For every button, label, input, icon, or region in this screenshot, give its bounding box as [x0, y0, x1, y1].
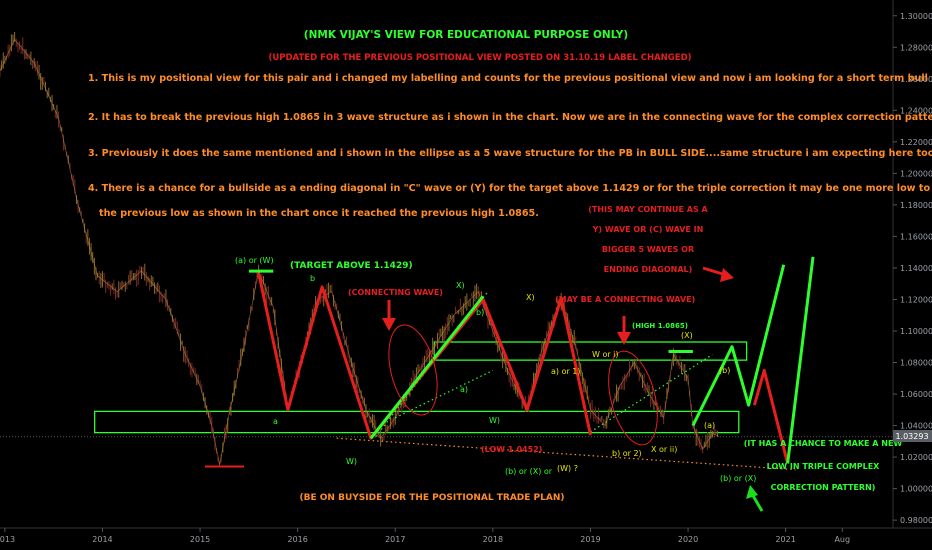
x-tick-label: 2020 — [678, 535, 698, 544]
wave-b-or-2: b) or 2) — [612, 449, 642, 458]
y-tick-label: 1.16000 — [900, 232, 932, 241]
new-low-line-2: LOW IN TRIPLE COMPLEX — [767, 462, 881, 471]
y-tick-label: 1.18000 — [900, 201, 932, 210]
price-line — [0, 38, 720, 466]
note-4: 4. There is a chance for a bullside as a… — [88, 183, 932, 194]
continue-line-2: Y) WAVE OR (C) WAVE IN — [592, 225, 704, 234]
wave-small-a: (a) — [704, 421, 715, 430]
y-tick-label: 1.00000 — [900, 485, 932, 494]
y-tick-label: 1.22000 — [900, 138, 932, 147]
continue-line-1: (THIS MAY CONTINUE AS A — [588, 205, 708, 214]
x-tick-label: 2021 — [775, 535, 795, 544]
wave-w-mid: W) — [489, 416, 500, 425]
wave-a-green: a) — [460, 385, 468, 394]
connecting-wave-label-2: (MAY BE A CONNECTING WAVE) — [555, 295, 695, 304]
y-tick-label: 1.06000 — [900, 390, 932, 399]
arrow-high — [617, 316, 631, 345]
y-tick-label: 1.30000 — [900, 12, 932, 21]
new-low-line-3: CORRECTION PATTERN) — [771, 483, 876, 492]
channel-line-3 — [590, 354, 713, 433]
y-tick-label: 1.04000 — [900, 422, 932, 431]
x-tick-label: 2013 — [0, 535, 15, 544]
low-label: (LOW 1.0452) — [481, 445, 542, 454]
wave-a-or-w: (a) or (W) — [235, 256, 274, 265]
x-tick-label: 2018 — [483, 535, 503, 544]
wave-w-low: W) — [346, 457, 357, 466]
note-5: the previous low as shown in the chart o… — [99, 208, 539, 219]
wave-w-q: (W) ? — [557, 464, 578, 473]
wave-w-or-i: W or i) — [592, 350, 619, 359]
high-label: (HIGH 1.0865) — [632, 322, 688, 330]
arrow-new-low — [746, 485, 764, 512]
wave-small-b: (b) — [719, 366, 730, 375]
note-1: 1. This is my positional view for this p… — [88, 73, 932, 84]
price-series — [0, 31, 720, 466]
wave-x-top2: X) — [526, 293, 535, 302]
y-tick-label: 1.20000 — [900, 169, 932, 178]
red-projection — [752, 368, 790, 464]
overlays — [205, 256, 815, 471]
y-tick-label: 1.28000 — [900, 43, 932, 52]
header-title: (NMK VIJAY'S VIEW FOR EDUCATIONAL PURPOS… — [304, 29, 628, 41]
zone-rect-1 — [94, 410, 740, 434]
x-tick-label: Aug — [834, 535, 850, 544]
x-tick-label: 2014 — [92, 535, 112, 544]
y-tick-label: 1.26000 — [900, 75, 932, 84]
y-tick-label: 1.24000 — [900, 106, 932, 115]
wave-b-or-x: (b) or (X) or — [505, 467, 553, 476]
x-axis: 2013 2014 2015 2016 2017 2018 2019 2020 2021 Aug — [0, 528, 850, 544]
connecting-wave-label: (CONNECTING WAVE) — [348, 288, 443, 297]
x-tick-label: 2015 — [190, 535, 210, 544]
wave-x-top: X) — [456, 281, 465, 290]
wave-a-or-1: a) or 1) — [551, 367, 581, 376]
ellipse-left — [388, 324, 438, 416]
target-label: (TARGET ABOVE 1.1429) — [290, 261, 413, 271]
continue-line-3: BIGGER 5 WAVES OR — [602, 245, 694, 254]
y-tick-label: 0.98000 — [900, 516, 932, 525]
buyside-label: (BE ON BUYSIDE FOR THE POSITIONAL TRADE … — [300, 493, 565, 503]
note-3: 3. Previously it does the same mentioned… — [88, 148, 932, 159]
current-price-text: 1.03293 — [895, 432, 928, 441]
wave-a-mid: a — [273, 417, 278, 426]
x-tick-label: 2019 — [580, 535, 600, 544]
y-tick-label: 1.12000 — [900, 295, 932, 304]
arrow-connecting-wave — [382, 300, 396, 331]
ellipse-right — [608, 350, 658, 446]
y-axis: 1.30000 1.28000 1.26000 1.24000 1.22000 1.200… — [893, 12, 932, 525]
wave-big-x: (X) — [681, 331, 693, 340]
new-low-line-1: (IT HAS A CHANCE TO MAKE A NEW — [744, 439, 903, 448]
green-impulse — [369, 295, 485, 440]
wave-b-mid: b) — [476, 308, 484, 317]
y-tick-label: 1.02000 — [900, 453, 932, 462]
current-price-tag — [893, 430, 932, 442]
wave-x-or-ii: X or ii) — [651, 445, 677, 454]
green-final — [786, 256, 815, 464]
continue-line-4: ENDING DIAGONAL) — [604, 265, 693, 274]
header-subtitle: (UPDATED FOR THE PREVIOUS POSITIONAL VIE… — [268, 53, 691, 63]
note-2: 2. It has to break the previous high 1.0… — [88, 112, 932, 123]
channel-line-2 — [395, 369, 494, 419]
x-tick-label: 2017 — [385, 535, 405, 544]
y-tick-label: 1.10000 — [900, 327, 932, 336]
arrow-continue — [702, 266, 734, 282]
y-tick-label: 1.14000 — [900, 264, 932, 273]
wave-b-top: b — [310, 274, 315, 283]
green-projection — [691, 264, 786, 427]
y-tick-label: 1.08000 — [900, 359, 932, 368]
wave-b-or-x2: (b) or (X) — [720, 474, 756, 483]
lower-trendline — [336, 437, 796, 471]
x-tick-label: 2016 — [287, 535, 307, 544]
